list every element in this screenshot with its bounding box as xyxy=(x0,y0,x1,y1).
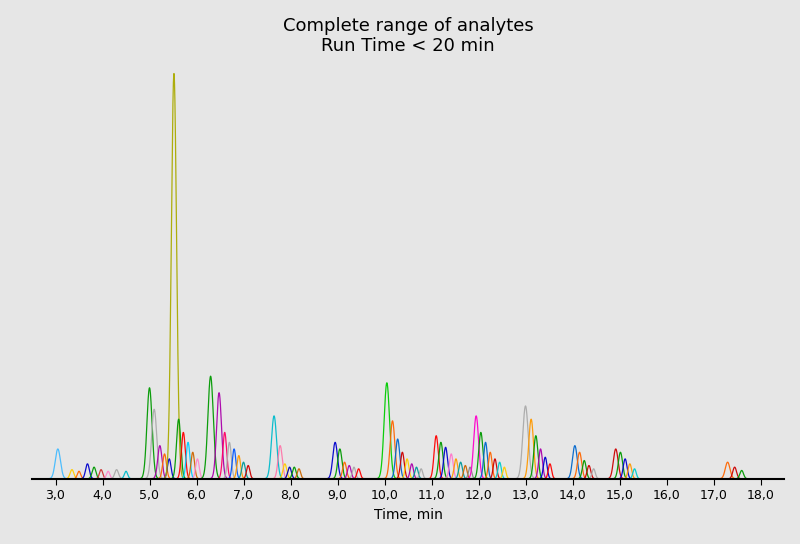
Title: Complete range of analytes
Run Time < 20 min: Complete range of analytes Run Time < 20… xyxy=(282,16,534,55)
X-axis label: Time, min: Time, min xyxy=(374,508,442,522)
